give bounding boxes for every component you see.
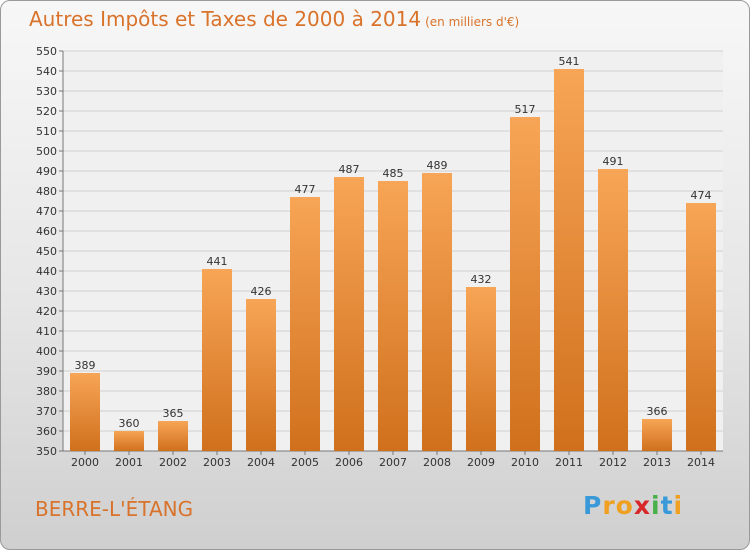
logo-letter: t (660, 491, 674, 520)
logo-letter: P (583, 491, 603, 520)
data-label-2002: 365 (163, 407, 184, 420)
data-label-2014: 474 (691, 189, 712, 202)
data-label-2011: 541 (559, 55, 580, 68)
y-tick-label: 430 (36, 285, 57, 298)
data-label-2012: 491 (603, 155, 624, 168)
bar-2006 (334, 177, 364, 451)
y-tick-label: 350 (36, 445, 57, 458)
proxiti-logo: Proxiti (583, 491, 683, 520)
data-label-2008: 489 (427, 159, 448, 172)
y-tick-label: 400 (36, 345, 57, 358)
data-label-2000: 389 (75, 359, 96, 372)
y-tick-label: 500 (36, 145, 57, 158)
data-label-2009: 432 (471, 273, 492, 286)
x-tick-label-2012: 2012 (599, 456, 627, 469)
y-tick-label: 380 (36, 385, 57, 398)
bar-2007 (378, 181, 408, 451)
bar-2000 (70, 373, 100, 451)
y-tick-label: 480 (36, 185, 57, 198)
x-tick-label-2008: 2008 (423, 456, 451, 469)
bar-2002 (158, 421, 188, 451)
y-tick-label: 360 (36, 425, 57, 438)
x-tick-label-2006: 2006 (335, 456, 363, 469)
x-tick-label-2013: 2013 (643, 456, 671, 469)
x-tick-label-2010: 2010 (511, 456, 539, 469)
x-tick-label-2011: 2011 (555, 456, 583, 469)
y-tick-label: 450 (36, 245, 57, 258)
y-tick-label: 390 (36, 365, 57, 378)
y-tick-label: 530 (36, 85, 57, 98)
x-tick-label-2014: 2014 (687, 456, 715, 469)
y-tick-label: 540 (36, 65, 57, 78)
data-label-2003: 441 (207, 255, 228, 268)
x-tick-label-2004: 2004 (247, 456, 275, 469)
logo-letter: i (651, 491, 661, 520)
x-tick-label-2009: 2009 (467, 456, 495, 469)
chart-subtitle: (en milliers d'€) (425, 15, 520, 29)
x-tick-label-2000: 2000 (71, 456, 99, 469)
data-label-2010: 517 (515, 103, 536, 116)
y-tick-label: 420 (36, 305, 57, 318)
x-tick-label-2002: 2002 (159, 456, 187, 469)
data-label-2005: 477 (295, 183, 316, 196)
x-tick-label-2003: 2003 (203, 456, 231, 469)
logo-letter: r (602, 491, 616, 520)
y-tick-label: 470 (36, 205, 57, 218)
data-label-2006: 487 (339, 163, 360, 176)
y-tick-label: 520 (36, 105, 57, 118)
bar-2009 (466, 287, 496, 451)
bar-2004 (246, 299, 276, 451)
data-label-2001: 360 (119, 417, 140, 430)
bar-2011 (554, 69, 584, 451)
y-tick-label: 410 (36, 325, 57, 338)
bar-2013 (642, 419, 672, 451)
x-tick-label-2005: 2005 (291, 456, 319, 469)
data-label-2013: 366 (647, 405, 668, 418)
bar-2005 (290, 197, 320, 451)
bar-2012 (598, 169, 628, 451)
x-tick-label-2007: 2007 (379, 456, 407, 469)
logo-letter: o (615, 491, 634, 520)
y-tick-label: 490 (36, 165, 57, 178)
y-tick-label: 440 (36, 265, 57, 278)
y-tick-label: 550 (36, 45, 57, 58)
data-label-2004: 426 (251, 285, 272, 298)
y-tick-label: 460 (36, 225, 57, 238)
bar-2001 (114, 431, 144, 451)
y-tick-label: 510 (36, 125, 57, 138)
bar-2008 (422, 173, 452, 451)
y-tick-label: 370 (36, 405, 57, 418)
data-label-2007: 485 (383, 167, 404, 180)
bar-2010 (510, 117, 540, 451)
bar-2014 (686, 203, 716, 451)
place-name: BERRE-L'ÉTANG (35, 497, 194, 521)
x-tick-label-2001: 2001 (115, 456, 143, 469)
logo-letter: i (673, 491, 684, 520)
bar-2003 (202, 269, 232, 451)
chart-title: Autres Impôts et Taxes de 2000 à 2014 (en… (29, 7, 519, 31)
chart-title-text: Autres Impôts et Taxes de 2000 à 2014 (29, 7, 422, 31)
logo-letter: x (633, 491, 651, 520)
